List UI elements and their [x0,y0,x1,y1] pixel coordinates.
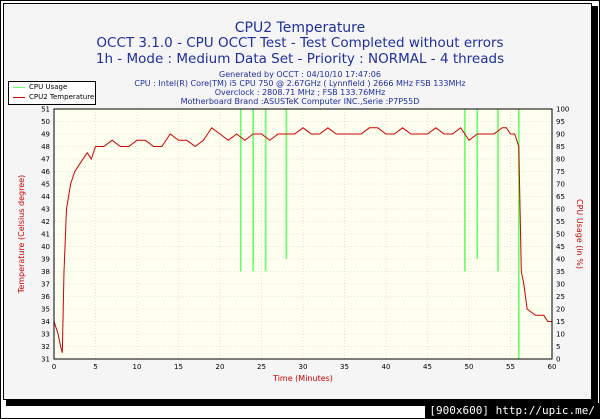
y-left-tick-label: 51 [41,106,50,114]
y-right-tick-label: 25 [556,293,565,301]
y-right-tick-label: 30 [556,281,565,289]
legend-label-cpu-usage: CPU Usage [29,83,68,91]
y-left-tick-label: 41 [41,231,50,239]
y-left-tick-label: 47 [41,156,50,164]
y-left-tick-label: 40 [41,243,50,251]
y-left-tick-label: 39 [41,256,50,264]
legend-swatch-cpu2-temperature [13,97,25,98]
y-right-tick-label: 85 [556,143,565,151]
panel-shadow-bottom [6,400,598,406]
info-generated: Generated by OCCT : 04/10/10 17:47:06 [219,70,381,79]
y-left-tick-label: 50 [41,118,50,126]
legend-item-cpu-usage: CPU Usage [9,82,95,92]
chart-subtitle-test: OCCT 3.1.0 - CPU OCCT Test - Test Comple… [96,35,504,51]
y-right-tick-label: 60 [556,206,565,214]
y-right-tick-label: 65 [556,193,565,201]
plot-border [53,108,553,360]
x-tick-label: 15 [174,363,183,371]
x-tick-label: 30 [299,363,308,371]
y-left-tick-label: 49 [41,131,50,139]
info-motherboard: Motherboard Brand :ASUSTeK Computer INC.… [180,97,420,106]
y-left-tick-label: 42 [41,218,50,226]
y-left-tick-label: 35 [41,306,50,314]
y-left-tick-label: 34 [41,318,50,326]
y-right-axis-label: CPU Usage (in %) [575,199,584,269]
panel-shadow-right [592,6,598,407]
y-left-tick-label: 38 [41,268,50,276]
y-right-tick-label: 100 [556,106,569,114]
x-tick-label: 40 [382,363,391,371]
y-right-tick-label: 50 [556,231,565,239]
y-left-axis-label: Temperature (Celsius degree) [17,175,26,294]
y-right-tick-label: 75 [556,168,565,176]
y-right-tick-label: 0 [556,356,560,364]
y-right-tick-label: 10 [556,331,565,339]
y-left-tick-label: 46 [41,168,50,176]
x-tick-label: 60 [548,363,557,371]
y-right-tick-label: 35 [556,268,565,276]
cpu2-temperature-line [53,127,552,353]
y-left-tick-label: 44 [41,193,50,201]
legend-item-cpu2-temperature: CPU2 Temperature [9,92,95,102]
x-tick-label: 35 [340,363,349,371]
y-left-tick-label: 37 [41,281,50,289]
y-left-tick-label: 33 [41,331,50,339]
legend-label-cpu2-temperature: CPU2 Temperature [29,93,95,101]
y-right-tick-label: 45 [556,243,565,251]
y-right-tick-label: 5 [556,343,560,351]
info-cpu: CPU : Intel(R) Core(TM) i5 CPU 750 @ 2.6… [134,79,466,88]
y-left-tick-label: 36 [41,293,50,301]
y-right-tick-label: 40 [556,256,565,264]
x-tick-label: 20 [216,363,225,371]
y-right-tick-label: 15 [556,318,565,326]
info-overclock: Overclock : 2808.71 MHz ; FSB 133.76MHz [214,88,386,97]
y-right-tick-label: 95 [556,118,565,126]
x-tick-label: 25 [257,363,266,371]
y-right-tick-label: 55 [556,218,565,226]
x-tick-label: 50 [465,363,474,371]
y-left-tick-label: 45 [41,181,50,189]
y-right-tick-label: 80 [556,156,565,164]
x-tick-label: 10 [133,363,142,371]
chart-title: CPU2 Temperature [234,20,366,36]
y-right-tick-label: 90 [556,131,565,139]
watermark: [900x600] http://upic.me/ [425,403,599,418]
y-left-tick-label: 31 [41,356,50,364]
y-left-tick-label: 32 [41,343,50,351]
x-tick-label: 45 [423,363,432,371]
x-tick-label: 0 [52,363,56,371]
y-left-tick-label: 48 [41,143,50,151]
y-left-tick-label: 43 [41,206,50,214]
chart-legend: CPU Usage CPU2 Temperature [8,81,96,105]
x-axis-label: Time (Minutes) [272,374,333,383]
x-tick-label: 5 [93,363,97,371]
chart-subtitle-mode: 1h - Mode : Medium Data Set - Priority :… [95,51,505,67]
y-right-tick-label: 20 [556,306,565,314]
y-right-tick-label: 70 [556,181,565,189]
x-tick-label: 55 [506,363,515,371]
legend-swatch-cpu-usage [13,87,25,88]
